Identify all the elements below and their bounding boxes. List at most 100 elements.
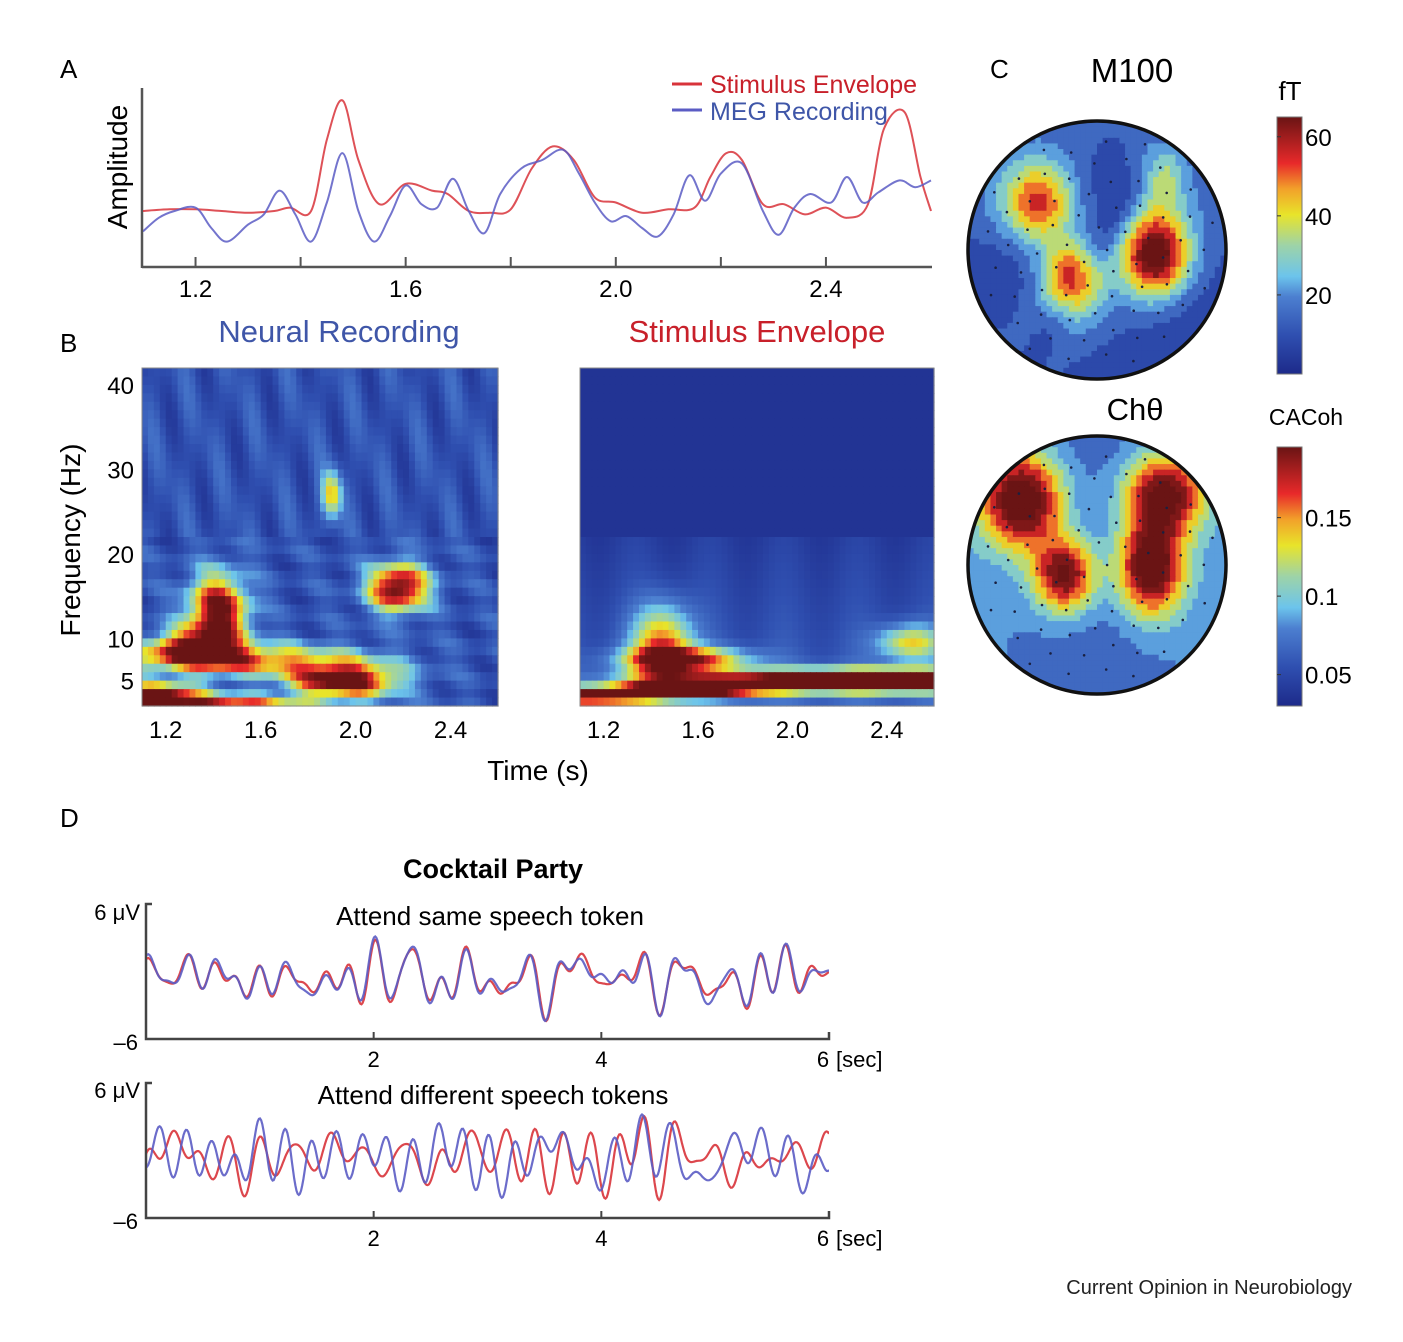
spectrogram-cell <box>686 460 693 470</box>
spectrogram-cell <box>810 646 817 656</box>
spectrogram-cell <box>474 663 481 673</box>
spectrogram-cell <box>432 460 440 470</box>
spectrogram-cell <box>492 545 499 555</box>
spectrogram-cell <box>361 570 369 580</box>
spectrogram-cell <box>798 444 805 454</box>
spectrogram-cell <box>361 494 369 504</box>
topomap-cell <box>1007 132 1014 139</box>
spectrogram-cell <box>857 545 864 555</box>
spectrogram-cell <box>444 672 452 682</box>
spectrogram-cell <box>147 435 155 445</box>
spectrogram-cell <box>627 528 634 538</box>
spectrogram-cell <box>597 494 605 504</box>
spectrogram-cell <box>633 545 640 555</box>
spectrogram-cell <box>656 689 664 699</box>
spectrogram-cell <box>355 646 363 656</box>
spectrogram-cell <box>373 469 380 479</box>
spectrogram-cell <box>863 503 870 513</box>
spectrogram-cell <box>207 697 214 707</box>
spectrogram-cell <box>833 469 841 479</box>
spectrogram-cell <box>314 410 321 420</box>
spectrogram-cell <box>851 587 858 597</box>
spectrogram-cell <box>886 486 894 496</box>
spectrogram-cell <box>278 528 285 538</box>
spectrogram-cell <box>236 562 244 572</box>
spectrogram-cell <box>183 545 191 555</box>
spectrogram-cell <box>798 570 805 580</box>
spectrogram-cell <box>786 672 793 682</box>
spectrogram-cell <box>254 435 262 445</box>
spectrogram-cell <box>195 613 202 623</box>
spectrogram-cell <box>272 553 280 563</box>
spectrogram-cell <box>845 435 852 445</box>
spectrogram-cell <box>715 393 723 403</box>
spectrogram-cell <box>875 427 882 437</box>
spectrogram-cell <box>236 401 244 411</box>
spectrogram-cell <box>851 376 858 386</box>
spectrogram-cell <box>615 562 622 572</box>
spectrogram-cell <box>343 469 351 479</box>
spectrogram-cell <box>349 680 357 690</box>
spectrogram-cell <box>456 596 463 606</box>
spectrogram-cell <box>456 460 463 470</box>
spectrogram-cell <box>751 613 758 623</box>
spectrogram-cell <box>254 629 262 639</box>
spectrogram-cell <box>438 418 446 428</box>
spectrogram-cell <box>698 629 705 639</box>
spectrogram-cell <box>892 680 900 690</box>
spectrogram-cell <box>213 511 220 521</box>
spectrogram-cell <box>674 672 681 682</box>
spectrogram-cell <box>810 587 817 597</box>
spectrogram-cell <box>804 680 811 690</box>
spectrogram-cell <box>751 494 758 504</box>
spectrogram-cell <box>420 596 428 606</box>
spectrogram-cell <box>916 697 923 707</box>
spectrogram-cell <box>403 477 410 487</box>
spectrogram-cell <box>450 401 458 411</box>
spectrogram-cell <box>875 384 882 394</box>
spectrogram-cell <box>420 663 428 673</box>
spectrogram-cell <box>379 621 386 631</box>
spectrogram-cell <box>207 638 214 648</box>
spectrogram-cell <box>266 520 274 530</box>
spectrogram-cell <box>739 477 746 487</box>
spectrogram-cell <box>792 376 799 386</box>
spectrogram-cell <box>816 638 823 648</box>
spectrogram-cell <box>603 384 611 394</box>
spectrogram-cell <box>480 460 487 470</box>
spectrogram-cell <box>403 663 410 673</box>
spectrogram-cell <box>207 469 214 479</box>
spectrogram-cell <box>922 629 929 639</box>
topomap-cell <box>1024 126 1031 133</box>
spectrogram-cell <box>438 570 446 580</box>
spectrogram-cell <box>898 486 906 496</box>
spectrogram-cell <box>798 553 805 563</box>
spectrogram-cell <box>278 444 285 454</box>
spectrogram-cell <box>898 418 906 428</box>
spectrogram-cell <box>147 368 155 378</box>
spectrogram-cell <box>591 477 599 487</box>
spectrogram-cell <box>290 570 297 580</box>
topomap-cell <box>984 126 992 133</box>
spectrogram-cell <box>869 562 876 572</box>
spectrogram-cell <box>189 393 196 403</box>
spectrogram-cell <box>827 469 835 479</box>
spectrogram-cell <box>355 435 363 445</box>
spectrogram-cell <box>165 511 173 521</box>
spectrogram-cell <box>674 621 681 631</box>
spectrogram-cell <box>373 646 380 656</box>
spectrogram-cell <box>798 579 805 589</box>
spectrogram-cell <box>409 452 416 462</box>
spectrogram-cell <box>147 427 155 437</box>
spectrogram-cell <box>308 587 315 597</box>
spectrogram-cell <box>266 545 274 555</box>
spectrogram-cell <box>474 570 481 580</box>
spectrogram-cell <box>580 444 587 454</box>
spectrogram-cell <box>420 368 428 378</box>
spectrogram-cell <box>444 469 452 479</box>
spectrogram-cell <box>692 596 699 606</box>
spectrogram-cell <box>892 655 900 665</box>
spectrogram-cell <box>580 621 587 631</box>
spectrogram-cell <box>142 444 149 454</box>
spectrogram-cell <box>468 376 475 386</box>
